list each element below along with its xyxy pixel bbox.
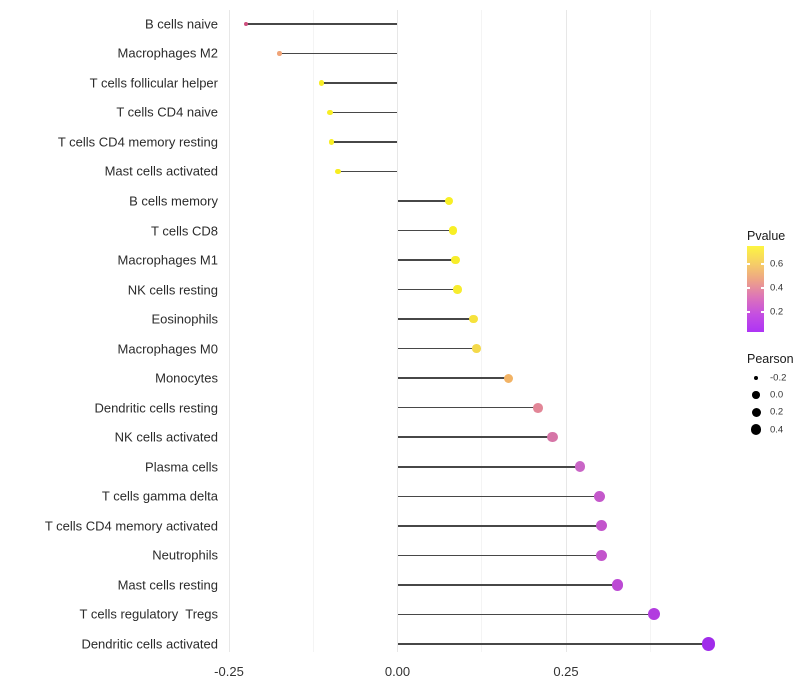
y-axis-label: T cells CD8: [151, 223, 218, 238]
lollipop-segment: [331, 141, 398, 143]
y-axis-label: T cells gamma delta: [101, 488, 218, 504]
lollipop-segment: [397, 377, 509, 379]
pearson-size-label: 0.4: [770, 424, 784, 436]
lollipop-segment: [397, 584, 618, 586]
lollipop-segment: [338, 170, 398, 173]
lollipop-dot: [469, 314, 478, 324]
lollipop-dot: [328, 139, 335, 145]
lollipop-dot: [451, 255, 460, 265]
y-axis-label: Plasma cells: [145, 459, 218, 475]
pvalue-gradient-bar: [747, 246, 764, 332]
lollipop-dot: [243, 21, 248, 26]
y-axis-label: T cells regulatory Tregs: [79, 606, 218, 622]
y-axis-label: Macrophages M1: [117, 252, 218, 268]
x-tick-label: 0.25: [553, 664, 579, 679]
pearson-size-dot: [754, 376, 758, 380]
y-axis-label: T cells CD4 memory activated: [44, 518, 218, 534]
lollipop-segment: [397, 406, 539, 409]
y-axis-label: Dendritic cells activated: [81, 636, 218, 652]
pvalue-tick-label: 0.2: [770, 306, 784, 318]
lollipop-segment: [245, 23, 398, 25]
pvalue-tickmark: [747, 263, 750, 265]
lollipop-dot: [611, 579, 623, 591]
lollipop-dot: [453, 285, 462, 294]
lollipop-segment: [330, 111, 398, 114]
minor-gridline: [481, 10, 483, 652]
lollipop-dot: [449, 226, 458, 235]
lollipop-segment: [397, 495, 600, 498]
pearson-size-label: 0.0: [770, 389, 784, 401]
major-gridline: [228, 10, 230, 652]
y-axis-label: Eosinophils: [151, 311, 219, 327]
pvalue-tick-label: 0.6: [770, 258, 784, 270]
y-axis-label: NK cells resting: [127, 282, 218, 298]
lollipop-segment: [397, 436, 553, 438]
pearson-size-dot: [750, 424, 762, 435]
lollipop-segment: [397, 466, 581, 468]
y-axis-label: Neutrophils: [152, 547, 218, 563]
lollipop-segment: [397, 229, 454, 232]
lollipop-segment: [397, 288, 458, 291]
pvalue-tickmark: [761, 287, 764, 289]
major-gridline: [397, 10, 398, 652]
pvalue-tickmark: [747, 287, 750, 289]
lollipop-dot: [277, 51, 282, 56]
lollipop-dot: [533, 402, 544, 413]
lollipop-dot: [327, 109, 333, 116]
lollipop-dot: [472, 344, 481, 353]
y-axis-label: T cells CD4 memory resting: [57, 134, 218, 150]
lollipop-dot: [335, 168, 342, 175]
lollipop-dot: [647, 608, 660, 621]
lollipop-dot: [574, 461, 586, 473]
pvalue-tickmark: [747, 311, 750, 313]
pvalue-tickmark: [761, 311, 764, 313]
lollipop-dot: [594, 490, 606, 502]
y-axis-label: T cells follicular helper: [89, 75, 218, 91]
pvalue-legend-title: Pvalue: [747, 229, 786, 243]
lollipop-dot: [504, 373, 514, 383]
lollipop-dot: [596, 549, 608, 561]
y-axis-label: B cells memory: [129, 193, 218, 209]
y-axis-label: Mast cells activated: [104, 163, 218, 179]
lollipop-dot: [701, 637, 715, 651]
y-axis-label: Monocytes: [155, 370, 218, 386]
lollipop-segment: [321, 82, 398, 84]
lollipop-segment: [397, 347, 477, 350]
lollipop-dot: [318, 80, 325, 86]
lollipop-segment: [397, 525, 602, 527]
pvalue-tick-label: 0.4: [770, 282, 784, 294]
y-axis-label: Mast cells resting: [117, 577, 218, 593]
major-gridline: [565, 10, 567, 652]
y-axis-label: Macrophages M0: [117, 341, 218, 357]
lollipop-segment: [397, 613, 654, 616]
pearson-size-dot: [751, 407, 761, 417]
pearson-size-label: -0.2: [770, 372, 787, 384]
lollipop-segment: [397, 200, 450, 202]
pearson-size-dot: [752, 391, 760, 399]
y-axis-label: B cells naive: [145, 16, 218, 32]
pearson-legend-title: Pearson: [747, 352, 794, 366]
lollipop-segment: [397, 643, 709, 645]
lollipop-segment: [397, 259, 456, 261]
pearson-size-label: 0.2: [770, 406, 784, 418]
lollipop-dot: [547, 432, 558, 443]
y-axis-label: Dendritic cells resting: [94, 400, 218, 416]
y-axis-label: Macrophages M2: [117, 45, 218, 61]
lollipop-dot: [445, 196, 454, 205]
lollipop-segment: [279, 52, 398, 55]
x-tick-label: -0.25: [214, 664, 244, 679]
x-tick-label: 0.00: [384, 664, 411, 679]
y-axis-label: T cells CD4 naive: [116, 104, 218, 120]
pvalue-tickmark: [761, 263, 764, 265]
lollipop-segment: [397, 554, 602, 557]
y-axis-label: NK cells activated: [114, 429, 218, 445]
minor-gridline: [312, 10, 314, 652]
lollipop-segment: [397, 318, 474, 320]
minor-gridline: [649, 10, 651, 652]
lollipop-dot: [596, 520, 608, 532]
